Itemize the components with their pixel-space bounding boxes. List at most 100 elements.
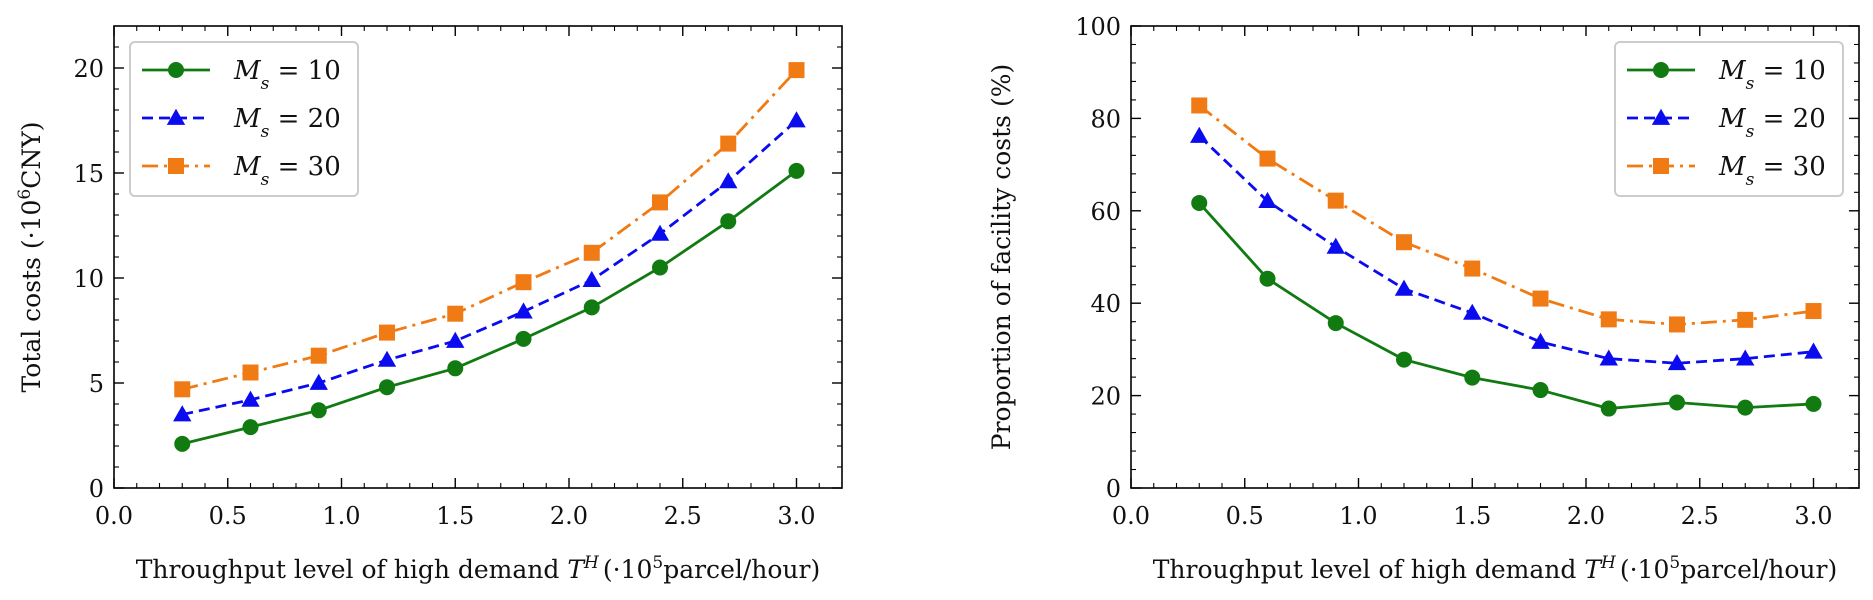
data-point <box>582 270 601 287</box>
x-tick-label: 0.5 <box>209 502 247 530</box>
data-point <box>377 350 397 367</box>
y-tick-label: 20 <box>73 55 104 83</box>
legend-marker <box>168 62 184 78</box>
chart-panel-1: 0.0 0.5 1.0 1.5 2.0 2.5 3.0 0 5 10 15 20 Throughput … <box>15 25 843 584</box>
data-point <box>1394 279 1414 296</box>
legend-label: Ms = 10 <box>233 56 341 94</box>
y-tick-label: 0 <box>89 475 104 503</box>
data-point <box>1737 399 1754 416</box>
data-point <box>515 274 532 291</box>
data-point <box>1736 349 1755 366</box>
data-point <box>652 259 668 276</box>
data-point <box>1805 395 1822 412</box>
data-point <box>174 381 191 398</box>
data-point <box>1327 192 1344 209</box>
legend-box <box>129 41 359 197</box>
data-point <box>583 299 600 316</box>
data-point <box>173 405 192 422</box>
x-tick-label: 1.0 <box>1339 502 1377 530</box>
legend-marker <box>1653 62 1669 78</box>
x-tick-label: 0.0 <box>1112 502 1150 530</box>
data-point <box>1259 270 1276 287</box>
data-point <box>1532 382 1549 399</box>
data-point <box>652 194 668 211</box>
data-point <box>1327 315 1344 332</box>
data-point <box>1599 349 1618 366</box>
legend-box <box>1614 41 1844 197</box>
data-point <box>1190 126 1209 143</box>
data-point <box>447 360 464 377</box>
y-tick-label: 20 <box>1090 383 1121 411</box>
data-point <box>241 390 260 407</box>
data-point <box>1464 369 1481 386</box>
legend-marker <box>1651 108 1671 125</box>
data-point <box>1804 342 1823 359</box>
data-point <box>1191 97 1208 114</box>
data-point <box>174 435 191 452</box>
data-point <box>242 364 259 381</box>
data-point <box>720 213 737 230</box>
data-point <box>515 330 532 347</box>
data-point <box>1326 237 1345 254</box>
y-tick-label: 40 <box>1090 290 1121 318</box>
data-point <box>447 305 464 322</box>
legend-label: Ms = 10 <box>1718 56 1826 94</box>
y-tick-label: 0 <box>1106 475 1121 503</box>
legend-label: Ms = 30 <box>233 152 341 190</box>
y-tick-label: 15 <box>73 160 104 188</box>
x-tick-label: 3.0 <box>777 502 815 530</box>
series-1 <box>1191 194 1822 417</box>
y-tick-label: 80 <box>1090 105 1121 133</box>
x-axis-label: Throughput level of high demand TH (·105p… <box>1153 553 1837 584</box>
data-point <box>1669 316 1685 333</box>
data-point <box>650 224 670 241</box>
series-3 <box>174 62 805 398</box>
series-line <box>1198 134 1814 365</box>
data-point <box>1600 311 1617 328</box>
x-tick-label: 2.5 <box>664 502 702 530</box>
data-point <box>446 331 465 348</box>
data-point <box>1463 303 1482 320</box>
data-point <box>379 324 395 341</box>
data-point <box>1191 194 1208 211</box>
x-tick-label: 1.5 <box>436 502 474 530</box>
data-point <box>1396 351 1412 368</box>
data-point <box>719 172 738 189</box>
data-point <box>1532 290 1549 307</box>
legend-label: Ms = 20 <box>1718 104 1826 142</box>
data-point <box>1737 311 1754 328</box>
x-tick-label: 3.0 <box>1794 502 1832 530</box>
x-tick-label: 2.0 <box>1567 502 1605 530</box>
legend: Ms = 10 Ms = 20 Ms = 30 <box>129 41 359 197</box>
data-point <box>1464 260 1481 277</box>
legend-marker <box>1653 158 1669 174</box>
x-axis-label: Throughput level of high demand TH (·105p… <box>136 553 820 584</box>
data-point <box>1396 234 1412 251</box>
data-point <box>1600 400 1617 417</box>
y-tick-label: 5 <box>89 370 104 398</box>
series-line <box>181 169 798 446</box>
data-point <box>1805 303 1822 320</box>
y-tick-label: 60 <box>1090 198 1121 226</box>
x-tick-label: 2.5 <box>1681 502 1719 530</box>
data-point <box>379 379 395 396</box>
legend-marker <box>166 108 186 125</box>
series-2 <box>173 111 806 422</box>
y-tick-label: 100 <box>1075 13 1121 41</box>
x-tick-label: 1.5 <box>1453 502 1491 530</box>
data-point <box>1669 394 1685 411</box>
x-tick-label: 2.0 <box>550 502 588 530</box>
x-tick-label: 0.5 <box>1226 502 1264 530</box>
data-point <box>1259 150 1276 167</box>
data-point <box>310 402 327 419</box>
data-point <box>242 419 259 436</box>
data-point <box>1258 191 1277 208</box>
x-tick-label: 1.0 <box>322 502 360 530</box>
chart-panel-2: 0.0 0.5 1.0 1.5 2.0 2.5 3.0 0 20 40 60 80 100 Through… <box>987 13 1860 584</box>
legend: Ms = 10 Ms = 20 Ms = 30 <box>1614 41 1844 197</box>
series-2 <box>1190 126 1823 371</box>
series-line <box>1198 202 1814 410</box>
series-line <box>1198 104 1814 326</box>
data-point <box>583 244 600 261</box>
